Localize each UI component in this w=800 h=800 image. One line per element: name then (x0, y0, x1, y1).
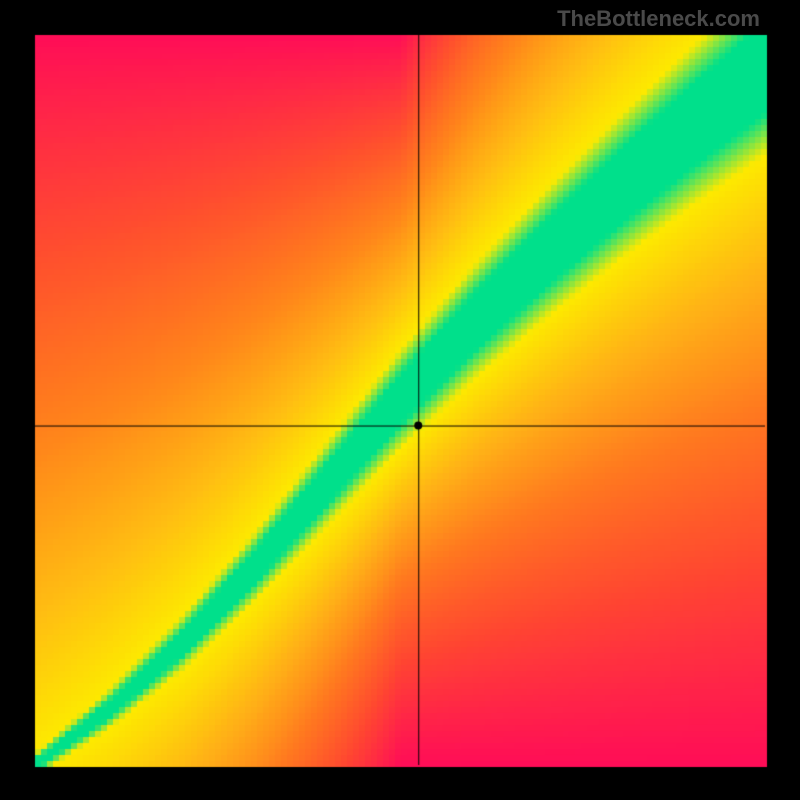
bottleneck-heatmap (0, 0, 800, 800)
watermark-text: TheBottleneck.com (557, 6, 760, 32)
